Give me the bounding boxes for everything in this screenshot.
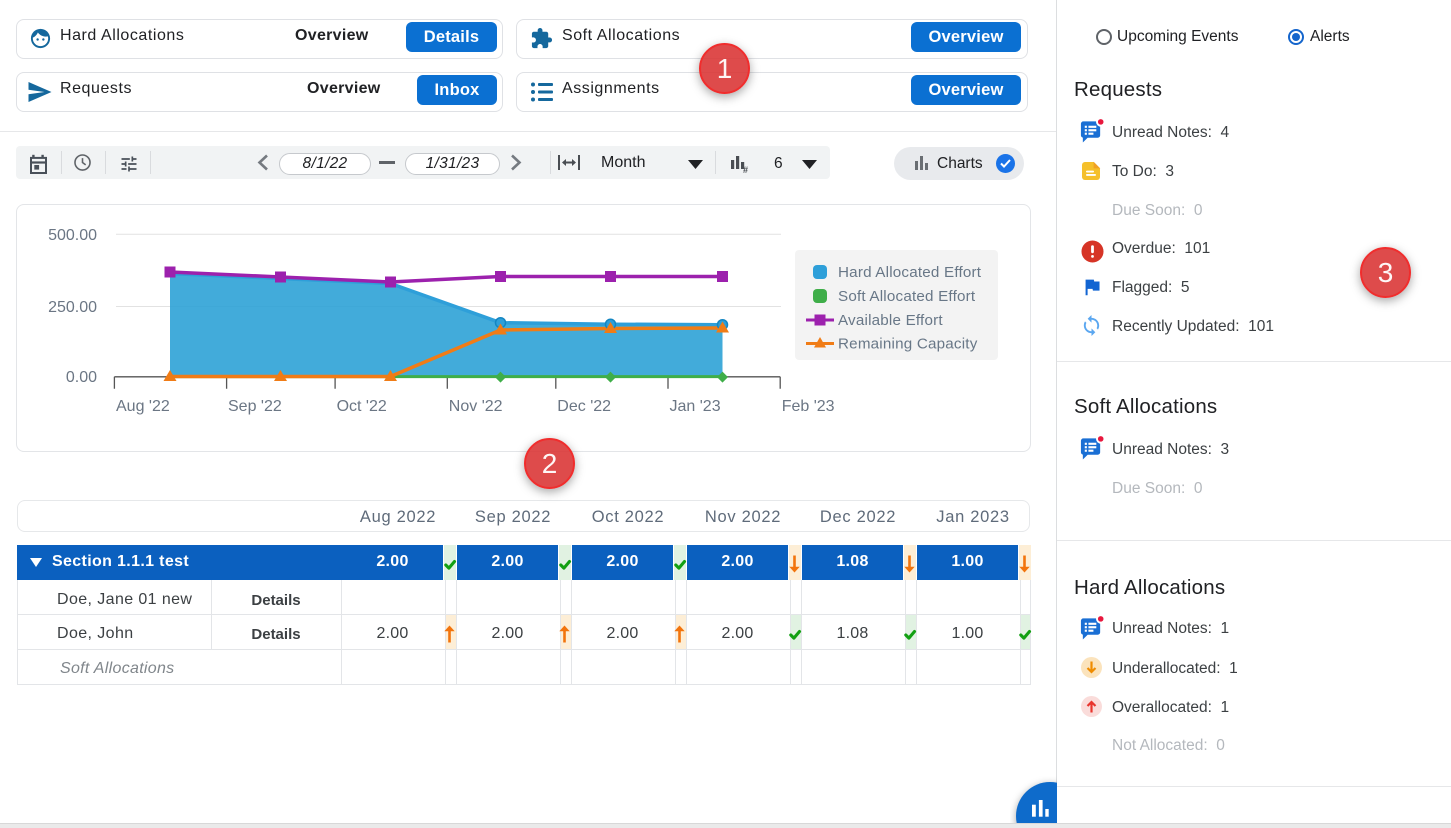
svg-text:Remaining Capacity: Remaining Capacity xyxy=(838,336,978,353)
svg-text:Jan '23: Jan '23 xyxy=(670,398,721,415)
svg-text:Dec '22: Dec '22 xyxy=(557,398,611,415)
svg-text:Sep '22: Sep '22 xyxy=(228,398,282,415)
svg-text:Feb '23: Feb '23 xyxy=(782,398,835,415)
svg-text:0.00: 0.00 xyxy=(66,369,97,386)
svg-text:500.00: 500.00 xyxy=(48,227,97,244)
svg-text:#: # xyxy=(743,165,748,173)
svg-text:250.00: 250.00 xyxy=(48,299,97,316)
svg-text:Soft Allocated Effort: Soft Allocated Effort xyxy=(838,288,976,305)
svg-text:Aug '22: Aug '22 xyxy=(116,398,170,415)
svg-text:Nov '22: Nov '22 xyxy=(449,398,503,415)
svg-text:Hard Allocated Effort: Hard Allocated Effort xyxy=(838,264,982,281)
svg-text:Oct '22: Oct '22 xyxy=(337,398,387,415)
svg-text:Available Effort: Available Effort xyxy=(838,312,943,329)
